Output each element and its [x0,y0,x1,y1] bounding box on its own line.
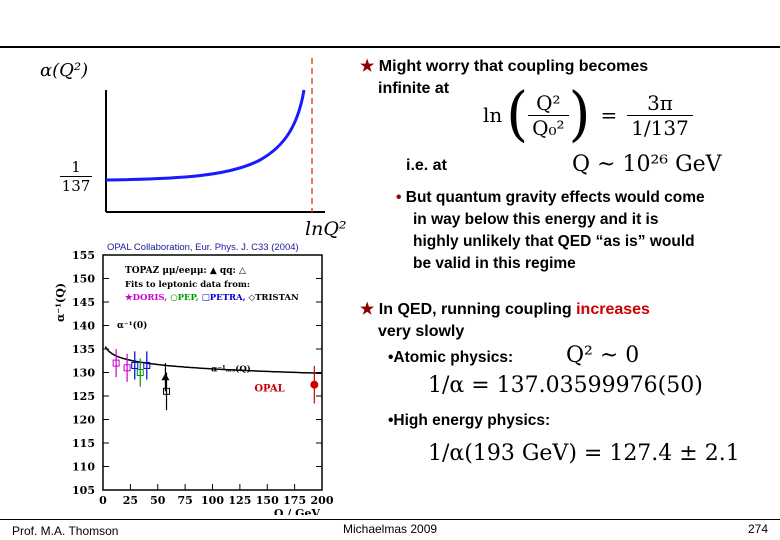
y-tick-label: 105 [72,484,95,497]
legend-entry: □PETRA, [202,293,249,303]
data-point [163,387,171,395]
f1-rden: 1/137 [627,114,693,140]
opal-data-label: OPAL [254,383,284,394]
running-coupling-sketch [105,58,325,213]
bullet-3-emphasis: increases [576,301,650,318]
data-point [112,359,120,367]
bullet-3-line1-a: In QED, running coupling [378,301,577,318]
footer-author: Prof. M.A. Thomson [12,524,119,538]
bullet-2-line3: highly unlikely that QED “as is” would [413,233,695,250]
y-tick-label: 150 [72,273,95,286]
title-rule [0,46,780,48]
legend-experiments: ★DORIS, ○PEP, □PETRA, ◇TRISTAN [125,292,299,303]
x-tick-label: 75 [177,494,192,507]
x-tick-label: 125 [228,494,251,507]
data-point-opal [310,380,319,389]
x-tick-label: 150 [256,494,279,507]
f1-num: Q² [536,90,561,115]
opal-xlabel: Q / GeV [274,507,321,515]
f1-ln: ln [483,103,503,127]
sketch-y-label: α(Q²) [40,60,89,81]
bullet-2-line1: But quantum gravity effects would come [405,189,705,206]
formula-atomic-alpha: 1/α = 137.03599976(50) [428,373,703,398]
footer-term: Michaelmas 2009 [343,522,438,536]
running-alpha-curve [104,346,322,374]
bullet-3: ★ In QED, running coupling increases [360,299,650,321]
formula-energy-scale: Q ~ 10²⁶ GeV [572,152,722,177]
data-point [131,361,139,369]
hep-label: •High energy physics: [388,412,551,429]
x-tick-label: 25 [123,494,138,507]
bullet-2-line4: be valid in this regime [413,255,576,272]
x-tick-label: 175 [283,494,306,507]
y-tick-label: 130 [72,367,95,380]
f1-rparen: ) [568,80,591,149]
footer-page-number: 274 [748,522,769,536]
y-tick-label: 140 [72,320,95,333]
y-tick-label: 155 [72,249,95,262]
opal-credit: OPAL Collaboration, Eur. Phys. J. C33 (2… [107,242,299,253]
y-tick-label: 120 [72,414,95,427]
sketch-tick-den: 137 [61,177,91,195]
x-tick-label: 50 [150,494,166,507]
legend-entry: ○PEP, [170,293,202,303]
sketch-curve [105,89,306,182]
legend-entry: ★DORIS, [125,292,170,303]
f1-den: Q₀² [528,114,569,140]
bullet-1-line1: Might worry that coupling becomes [378,58,649,75]
legend-topaz: TOPAZ μμ/eeμμ: ▲ qq: △ [125,266,246,276]
data-point [136,369,144,376]
formula-landau-pole: ln ( Q² Q₀² ) = 3π 1/137 [483,84,693,146]
y-tick-label: 145 [72,296,95,309]
alpha-run-label: α⁻¹ₘₛ(Q) [211,364,251,375]
alpha0-label: α⁻¹(0) [117,320,147,331]
data-point [161,373,170,381]
f1-lparen: ( [506,80,529,149]
y-tick-label: 115 [72,437,95,450]
sketch-tick-num: 1 [60,158,92,177]
formula-hep-alpha: 1/α(193 GeV) = 127.4 ± 2.1 [428,441,740,466]
bullet-2-line2: in way below this energy and it is [413,211,659,228]
opal-ylabel: α⁻¹(Q) [54,283,67,322]
f1-rnum: 3π [647,90,673,115]
x-tick-label: 100 [201,494,224,507]
bullet-3-line2: very slowly [378,323,465,340]
formula-atomic-q: Q² ~ 0 [566,343,640,368]
bullet-1: ★ Might worry that coupling becomes [360,56,648,78]
sketch-tick-label: 1 137 [60,158,92,195]
f1-frac: Q² Q₀² [528,90,569,140]
opal-plot-svg: 155 150 145 140 135 130 125 120 115 110 105 0 25 50 75… [54,249,334,515]
f1-rfrac: 3π 1/137 [627,91,693,140]
x-tick-label: 0 [99,494,107,507]
f1-eq: = [600,103,618,127]
footer-rule [0,519,780,520]
ie-at-label: i.e. at [406,157,447,174]
star-bullet-icon: ★ [360,301,375,318]
legend-fits: Fits to leptonic data from: [125,280,250,290]
x-tick-label: 200 [311,494,334,507]
data-point [123,364,131,372]
y-tick-label: 110 [72,461,95,474]
legend-entry: ◇TRISTAN [249,293,299,303]
y-tick-label: 125 [72,390,95,403]
star-bullet-icon: ★ [360,58,375,75]
y-tick-label: 135 [72,343,95,356]
bullet-1-line2: infinite at [378,80,450,97]
atomic-physics-label: •Atomic physics: [388,349,514,366]
data-point [143,361,151,369]
bullet-2: • But quantum gravity effects would come [396,187,705,209]
sketch-x-label: lnQ² [305,218,347,240]
opal-plot: 155 150 145 140 135 130 125 120 115 110 105 0 25 50 75… [50,240,340,515]
dot-bullet-icon: • [396,189,402,206]
